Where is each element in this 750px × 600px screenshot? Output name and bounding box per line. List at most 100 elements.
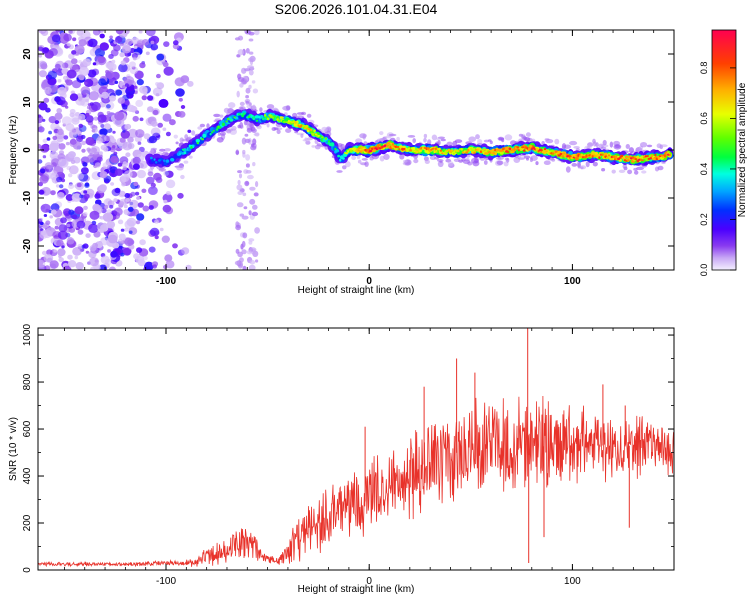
noise-blob [40,63,48,70]
noise-blob [102,162,110,169]
noise-column-blob [252,138,257,145]
noise-blob [135,191,140,196]
halo-blob [601,168,606,172]
noise-blob [61,116,72,126]
noise-blob [82,212,88,217]
ridge-blob [273,115,276,118]
noise-blob [54,112,63,120]
ridge-blob [535,148,539,151]
noise-blob [94,193,101,199]
noise-blob [157,122,163,128]
halo-blob [529,157,533,163]
ridge-blob [233,116,236,119]
noise-blob [120,252,125,257]
noise-column-blob [249,198,256,205]
ridge-blob [508,147,512,151]
noise-column-blob [245,170,252,174]
noise-blob [41,30,46,33]
noise-blob [155,93,160,97]
ridge-blob [241,114,245,118]
ridge-blob [657,156,660,160]
noise-blob [89,210,100,220]
halo-blob [577,162,581,169]
noise-column-blob [236,202,244,208]
ridge-blob [502,147,505,151]
ridge-blob [155,161,158,164]
ridge-blob [559,152,563,156]
noise-column-blob [252,204,258,210]
noise-blob [113,207,123,216]
halo-blob [364,161,369,167]
spectrogram-y-axis-label: Frequency (Hz) [8,116,19,185]
ridge-blob [519,148,523,151]
noise-blob [79,194,84,199]
noise-blob [38,159,43,164]
noise-blob [100,124,105,128]
noise-blob [86,154,96,163]
noise-blob [110,250,118,258]
ridge-blob [532,146,536,150]
ridge-blob [426,147,430,150]
noise-blob [108,224,113,228]
noise-blob [101,91,109,99]
noise-blob [115,30,124,35]
noise-blob [127,128,138,138]
noise-blob [152,264,157,269]
noise-blob [129,66,139,75]
noise-blob [105,69,110,74]
halo-blob [355,138,363,144]
noise-blob [123,209,129,215]
noise-blob [124,193,130,198]
halo-blob [424,159,430,164]
noise-column-blob [244,133,249,137]
noise-blob [136,40,143,46]
noise-blob [143,92,148,96]
ridge-blob [310,128,313,132]
halo-blob [252,126,256,131]
halo-blob [336,170,343,173]
noise-blob [121,103,126,108]
noise-blob [149,227,160,237]
colorbar: 0.0 0.2 0.4 0.6 0.8 Normalized spectral ampl… [699,29,748,276]
halo-blob [468,136,477,142]
ridge-blob [466,148,470,152]
noise-blob [40,230,47,236]
noise-blob [56,192,65,199]
noise-column-blob [241,137,247,145]
noise-blob [68,260,77,268]
noise-blob [96,156,103,162]
halo-blob [246,104,252,109]
ridge-blob [330,142,335,147]
ridge-blob [438,147,441,151]
halo-blob [285,128,292,134]
noise-blob [57,230,68,240]
halo-blob [458,159,464,163]
noise-column-blob [252,162,256,167]
ridge-blob [215,128,219,131]
noise-blob [104,123,111,130]
ridge-blob [402,147,406,151]
noise-blob [40,168,46,174]
y-tick-label: 0 [22,147,33,153]
halo-blob [385,135,392,139]
noise-column-blob [237,170,242,174]
halo-blob [611,169,616,174]
noise-blob [144,261,154,270]
noise-blob [54,120,60,125]
noise-column-blob [254,30,260,36]
noise-blob [123,204,128,209]
noise-column-blob [255,259,259,263]
noise-blob [78,113,86,121]
noise-blob [148,135,158,144]
noise-blob [163,66,174,76]
colorbar-gradient [711,29,737,271]
halo-blob [191,130,196,136]
x-tick-label: 0 [366,576,372,587]
noise-blob [54,225,59,230]
halo-blob [286,105,291,111]
y-tick-label: 20 [22,48,33,60]
ridge-blob [261,117,265,121]
noise-blob [39,175,49,184]
colorbar-ticks: 0.0 0.2 0.4 0.6 0.8 [699,62,736,276]
snr-peaks [364,328,630,563]
